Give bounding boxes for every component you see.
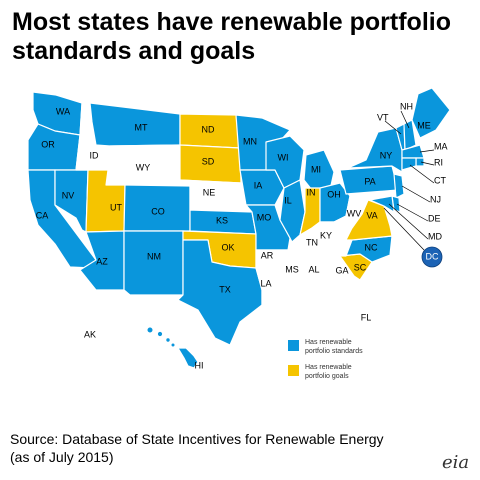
- label-tn: TN: [306, 237, 318, 247]
- label-ky: KY: [320, 230, 332, 240]
- leader-line-dc: [383, 207, 425, 251]
- leader-line-vt: [384, 120, 402, 135]
- label-ok: OK: [221, 242, 234, 252]
- legend-label-goals-2: portfolio goals: [305, 373, 349, 380]
- state-wv: [345, 195, 369, 229]
- label-wa: WA: [56, 106, 70, 116]
- state-dc: [421, 246, 443, 268]
- label-ut: UT: [110, 202, 122, 212]
- leader-line-nh: [400, 110, 410, 129]
- label-nc: NC: [365, 242, 378, 252]
- label-ak: AK: [84, 329, 96, 339]
- state-ny: [347, 127, 403, 173]
- state-nh: [403, 119, 417, 151]
- leader-line-de: [396, 203, 429, 222]
- label-va: VA: [366, 210, 377, 220]
- leader-line-ct: [409, 164, 435, 184]
- label-me: ME: [417, 120, 431, 130]
- state-me: [411, 87, 451, 139]
- legend-label-goals-1: Has renewable: [305, 364, 352, 371]
- label-ny: NY: [380, 150, 393, 160]
- label-mt: MT: [135, 122, 148, 132]
- legend-item-standards: Has renewable portfolio standards: [288, 338, 408, 356]
- label-ga: GA: [335, 265, 348, 275]
- label-dc: DC: [426, 251, 439, 261]
- map-legend: Has renewable portfolio standards Has re…: [288, 338, 408, 388]
- label-in: IN: [307, 187, 316, 197]
- label-mn: MN: [243, 136, 257, 146]
- label-hi: HI: [195, 360, 204, 370]
- label-nm: NM: [147, 251, 161, 261]
- map-title: Most states have renewable portfolio sta…: [12, 8, 451, 65]
- label-oh: OH: [327, 189, 341, 199]
- state-nj: [393, 173, 405, 199]
- source-note: Source: Database of State Incentives for…: [10, 430, 430, 466]
- legend-label-standards-2: portfolio standards: [305, 348, 363, 355]
- label-pa: PA: [364, 176, 375, 186]
- state-fl: [311, 291, 376, 351]
- leader-line-ri: [420, 161, 435, 166]
- label-ca: CA: [36, 210, 49, 220]
- label-ne: NE: [203, 187, 216, 197]
- state-ak: [49, 324, 126, 379]
- label-nd: ND: [202, 124, 215, 134]
- label-wy: WY: [136, 162, 151, 172]
- label-ia: IA: [254, 180, 263, 190]
- label-ar: AR: [261, 250, 274, 260]
- legend-label-standards-1: Has renewable: [305, 339, 352, 346]
- hawaii-island-2: [156, 330, 164, 338]
- label-la: LA: [260, 278, 271, 288]
- label-az: AZ: [96, 256, 108, 266]
- state-ne: [179, 179, 253, 213]
- legend-swatch-goals: [288, 365, 299, 376]
- label-vt: VT: [377, 112, 389, 122]
- state-tx: [177, 239, 263, 346]
- label-nj: NJ: [430, 194, 441, 204]
- state-il: [279, 179, 306, 243]
- label-wv: WV: [347, 208, 362, 218]
- label-ks: KS: [216, 215, 228, 225]
- hawaii-island-4: [170, 342, 176, 348]
- label-ma: MA: [434, 141, 448, 151]
- eia-logo: eia: [442, 452, 470, 473]
- label-il: IL: [284, 195, 292, 205]
- label-ms: MS: [285, 264, 299, 274]
- label-sd: SD: [202, 156, 215, 166]
- label-sc: SC: [354, 262, 367, 272]
- source-line-2: (as of July 2015): [10, 449, 114, 465]
- label-nv: NV: [62, 190, 75, 200]
- source-line-1: Source: Database of State Incentives for…: [10, 431, 384, 447]
- label-mo: MO: [257, 212, 272, 222]
- label-or: OR: [41, 139, 55, 149]
- label-co: CO: [151, 206, 165, 216]
- label-de: DE: [428, 213, 441, 223]
- label-id: ID: [90, 150, 100, 160]
- label-md: MD: [428, 231, 442, 241]
- state-md: [369, 195, 395, 213]
- label-ri: RI: [434, 157, 443, 167]
- label-mi: MI: [311, 164, 321, 174]
- label-al: AL: [308, 264, 319, 274]
- state-nm: [123, 230, 184, 296]
- state-hi: [177, 347, 199, 369]
- label-nh: NH: [400, 101, 413, 111]
- legend-swatch-standards: [288, 340, 299, 351]
- hawaii-island-1: [146, 326, 154, 334]
- legend-item-goals: Has renewable portfolio goals: [288, 363, 408, 381]
- state-ri: [415, 157, 425, 167]
- leader-line-ma: [419, 149, 435, 153]
- label-ct: CT: [434, 175, 446, 185]
- leader-line-md: [388, 203, 429, 240]
- label-fl: FL: [361, 312, 372, 322]
- label-tx: TX: [219, 284, 231, 294]
- us-states-map: WA OR CA NV ID MT WY UT AZ CO NM ND SD NE KS OK TX MN IA MO…: [27, 87, 451, 379]
- hawaii-island-3: [165, 337, 171, 343]
- leader-line-nj: [401, 185, 431, 203]
- label-wi: WI: [278, 152, 289, 162]
